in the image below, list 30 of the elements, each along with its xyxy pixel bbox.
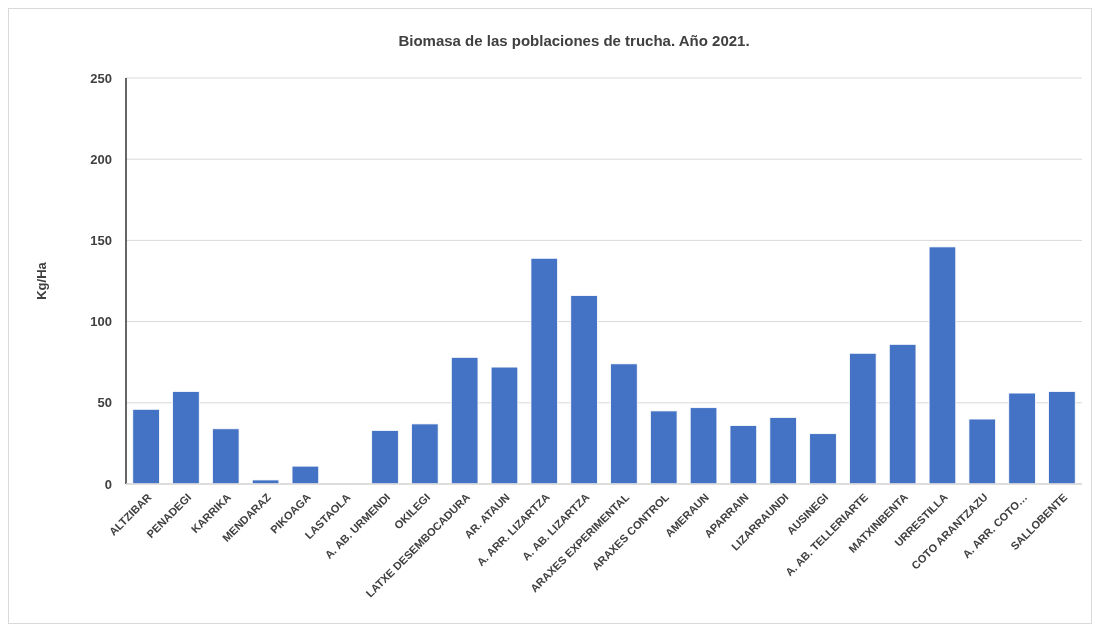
y-axis-title: Kg/Ha bbox=[34, 261, 49, 300]
bar bbox=[371, 430, 399, 485]
bar bbox=[649, 410, 678, 485]
bar bbox=[928, 246, 957, 485]
bar bbox=[490, 366, 519, 485]
bar bbox=[172, 391, 200, 485]
bar bbox=[689, 407, 718, 485]
bar bbox=[809, 433, 837, 485]
bar bbox=[849, 352, 877, 485]
bar bbox=[530, 257, 559, 485]
y-tick-label: 50 bbox=[97, 395, 112, 411]
bar bbox=[450, 356, 479, 485]
bar bbox=[729, 425, 758, 485]
y-tick-label: 150 bbox=[90, 232, 112, 248]
bar bbox=[610, 363, 638, 485]
y-tick-label: 250 bbox=[90, 70, 112, 86]
bar bbox=[570, 295, 598, 485]
bar bbox=[888, 343, 917, 485]
bar bbox=[291, 465, 320, 485]
bar bbox=[968, 418, 996, 485]
bar bbox=[1048, 391, 1076, 485]
bar bbox=[411, 423, 439, 485]
bar bbox=[132, 408, 160, 485]
y-tick-label: 0 bbox=[104, 476, 112, 492]
bar bbox=[769, 417, 797, 485]
y-tick-label: 100 bbox=[90, 314, 112, 330]
bar bbox=[1008, 392, 1036, 485]
y-tick-label: 200 bbox=[90, 151, 112, 167]
chart-title: Biomasa de las poblaciones de trucha. Año 2021. bbox=[398, 32, 750, 49]
bar bbox=[212, 428, 240, 485]
